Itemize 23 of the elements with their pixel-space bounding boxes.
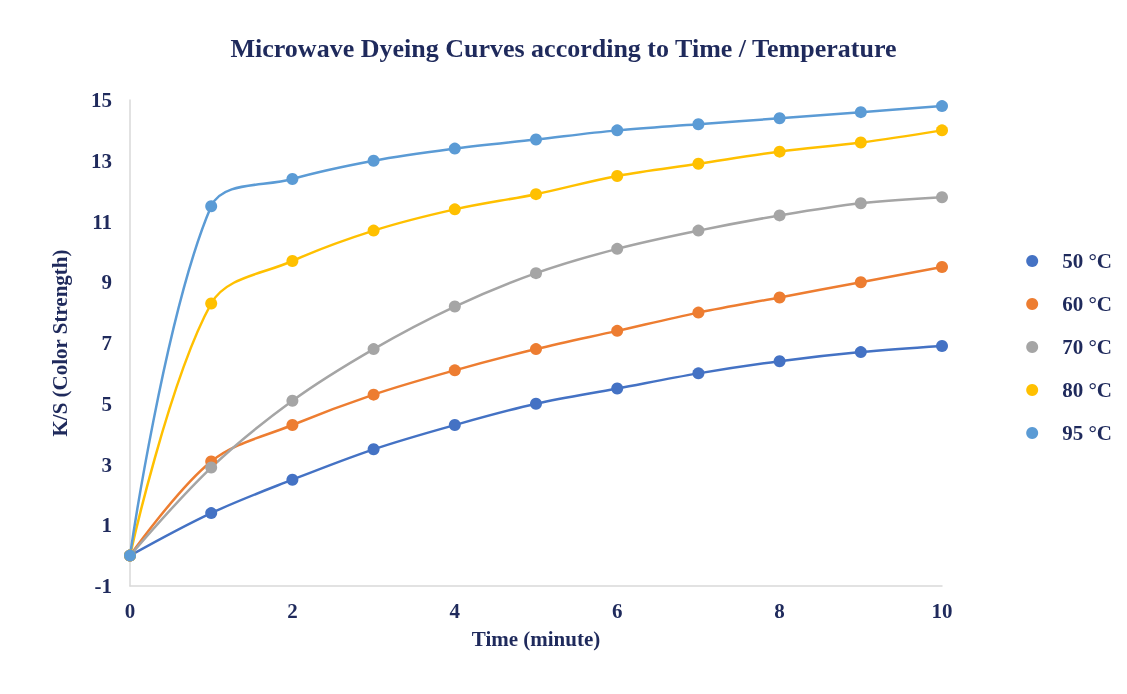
legend-label: 70 °C xyxy=(1062,335,1113,359)
legend-label: 80 °C xyxy=(1062,378,1113,402)
legend-label: 60 °C xyxy=(1062,292,1113,316)
y-tick-label: 15 xyxy=(91,88,112,112)
legend-label: 95 °C xyxy=(1062,421,1113,445)
y-tick-label: 13 xyxy=(91,148,112,173)
y-tick-label: 1 xyxy=(101,513,112,538)
y-tick-label: 5 xyxy=(101,391,112,416)
x-tick-label: 0 xyxy=(124,598,136,623)
legend-label: 50 °C xyxy=(1062,249,1113,273)
y-tick-label: -1 xyxy=(94,574,112,598)
x-tick-label: 2 xyxy=(287,598,298,623)
x-tick-label: 8 xyxy=(774,598,785,623)
x-tick-label: 4 xyxy=(449,598,461,623)
chart-title: Microwave Dyeing Curves according to Time / Temperature xyxy=(230,33,897,63)
y-axis-title: K/S (Color Strength) xyxy=(47,249,72,437)
y-tick-label: 3 xyxy=(101,452,112,477)
y-tick-label: 9 xyxy=(101,270,112,295)
y-tick-label: 11 xyxy=(92,209,112,234)
x-axis-title: Time (minute) xyxy=(471,626,601,651)
y-tick-label: 7 xyxy=(101,331,112,355)
x-tick-label: 10 xyxy=(931,598,953,623)
x-tick-label: 6 xyxy=(611,598,623,623)
